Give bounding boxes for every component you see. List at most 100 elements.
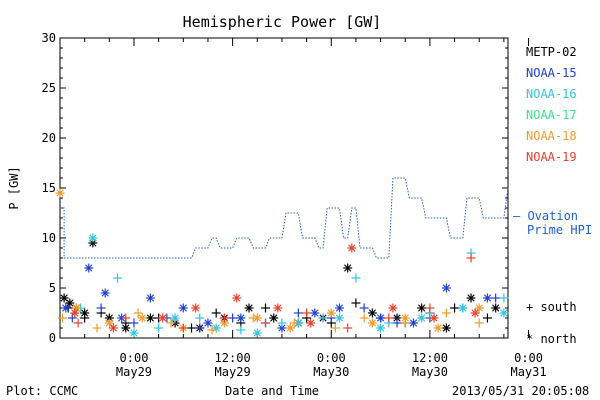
x-tick-date: May30 [313,365,349,379]
data-point-noaa-16-north [458,303,468,313]
legend-item: NOAA-16 [526,87,577,101]
data-point-noaa-18-north [367,318,377,328]
data-point-metp-02-south [482,313,492,323]
data-point-noaa-15-north [100,288,110,298]
y-tick-label: 5 [49,281,56,295]
data-point-noaa-19-north [232,293,242,303]
y-tick-label: 10 [42,231,56,245]
data-point-noaa-16-south [154,323,164,333]
data-point-noaa-15-north [203,318,213,328]
data-point-noaa-16-north [417,313,427,323]
data-point-noaa-19-south [219,313,229,323]
data-point-noaa-15-south [228,313,238,323]
data-point-noaa-19-north [429,313,439,323]
data-point-metp-02-north [145,313,155,323]
legend: METP-02 NOAA-15 NOAA-16 NOAA-17 NOAA-18 NOAA-… [526,45,577,164]
x-tick-date: May29 [116,365,152,379]
data-point-noaa-18-south [207,325,217,335]
data-point-noaa-19-south [302,308,312,318]
data-point-noaa-15-north [441,283,451,293]
data-point-noaa-18-south [289,318,299,328]
data-point-noaa-15-north [310,308,320,318]
y-tick-label: 0 [49,331,56,345]
y-tick-label: 20 [42,131,56,145]
data-point-metp-02-north [417,303,427,313]
data-point-noaa-15-south [129,318,139,328]
data-point-noaa-19-north [158,313,168,323]
data-point-noaa-19-north [108,323,118,333]
x-tick-date: May31 [510,365,546,379]
data-point-noaa-16-north [252,328,262,338]
data-point-noaa-19-north [273,303,283,313]
legend-item: METP-02 [526,45,577,59]
data-point-noaa-19-south [466,253,476,263]
ovation-label-2: Prime HPI [527,223,592,237]
x-tick-time: 0:00 [120,351,149,365]
data-point-noaa-15-north [408,318,418,328]
data-point-noaa-19-south [178,323,188,333]
x-axis-label: Date and Time [225,384,319,398]
data-point-metp-02-south [351,298,361,308]
data-point-noaa-15-north [84,263,94,273]
data-point-metp-02-north [367,308,377,318]
x-tick-time: 0:00 [317,351,346,365]
data-point-noaa-16-north [334,313,344,323]
data-point-noaa-18-south [474,318,484,328]
data-point-noaa-16-south [236,325,246,335]
data-point-noaa-15-south [195,323,205,333]
data-point-noaa-15-south [293,308,303,318]
data-point-noaa-16-south [318,313,328,323]
ovation-hpi-line [60,177,509,259]
y-axis: 0 5 10 15 20 25 30 [42,31,508,345]
data-point-noaa-16-south [113,273,123,283]
data-point-metp-02-south [450,303,460,313]
legend-item: NOAA-18 [526,129,577,143]
data-point-noaa-16-south [499,293,509,303]
data-point-noaa-18-north [104,318,114,328]
ovation-label-1: — Ovation [513,209,578,223]
data-point-noaa-19-south [73,318,83,328]
data-point-metp-02-north [65,298,75,308]
data-point-metp-02-south [80,313,90,323]
data-point-metp-02-south [187,323,197,333]
data-point-noaa-19-south [261,318,271,328]
y-axis-label: P [GW] [7,166,21,209]
data-point-noaa-16-south [351,273,361,283]
data-point-noaa-18-south [400,318,410,328]
data-point-noaa-19-north [70,308,80,318]
data-point-noaa-18-north [433,323,443,333]
data-point-noaa-15-south [96,303,106,313]
data-point-metp-02-north [269,313,279,323]
y-tick-label: 15 [42,181,56,195]
data-point-noaa-15-north [334,303,344,313]
x-tick-date: May30 [412,365,448,379]
y-tick-label: 25 [42,81,56,95]
data-point-metp-02-north [441,323,451,333]
data-point-noaa-18-south [359,313,369,323]
data-point-noaa-18-south [441,308,451,318]
data-point-noaa-15-south [392,318,402,328]
data-point-noaa-16-south [195,313,205,323]
data-point-noaa-16-north [376,323,386,333]
data-point-noaa-16-north [129,328,139,338]
y-tick-label: 30 [42,31,56,45]
data-point-noaa-15-north [178,303,188,313]
data-point-noaa-15-north [145,293,155,303]
data-point-noaa-18-south [166,318,176,328]
x-axis: 0:00May2912:00May290:00May3012:00May300:… [84,38,547,379]
data-point-noaa-18-north [326,308,336,318]
data-point-noaa-16-north [170,313,180,323]
x-tick-date: May29 [215,365,251,379]
data-point-noaa-19-north [388,303,398,313]
data-point-noaa-19-north [470,308,480,318]
footer-left: Plot: CCMC [6,384,78,398]
data-point-metp-02-north [491,303,501,313]
data-point-noaa-18-south [330,323,340,333]
data-point-noaa-19-south [425,303,435,313]
data-point-noaa-16-north [88,233,98,243]
marker-legend-item: * north [526,332,577,346]
data-point-noaa-15-north [482,293,492,303]
data-point-noaa-18-north [55,188,65,198]
data-point-metp-02-north [244,303,254,313]
